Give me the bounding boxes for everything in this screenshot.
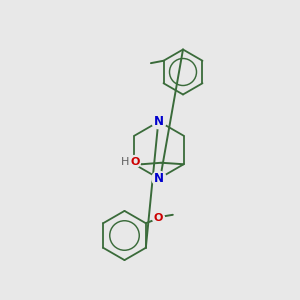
Circle shape <box>152 171 166 186</box>
Text: O: O <box>130 157 140 166</box>
Text: N: N <box>154 115 164 128</box>
Text: O: O <box>154 213 163 223</box>
Circle shape <box>152 114 166 129</box>
Circle shape <box>129 155 141 167</box>
Circle shape <box>152 212 164 224</box>
Text: H: H <box>121 157 129 166</box>
Text: N: N <box>154 172 164 185</box>
